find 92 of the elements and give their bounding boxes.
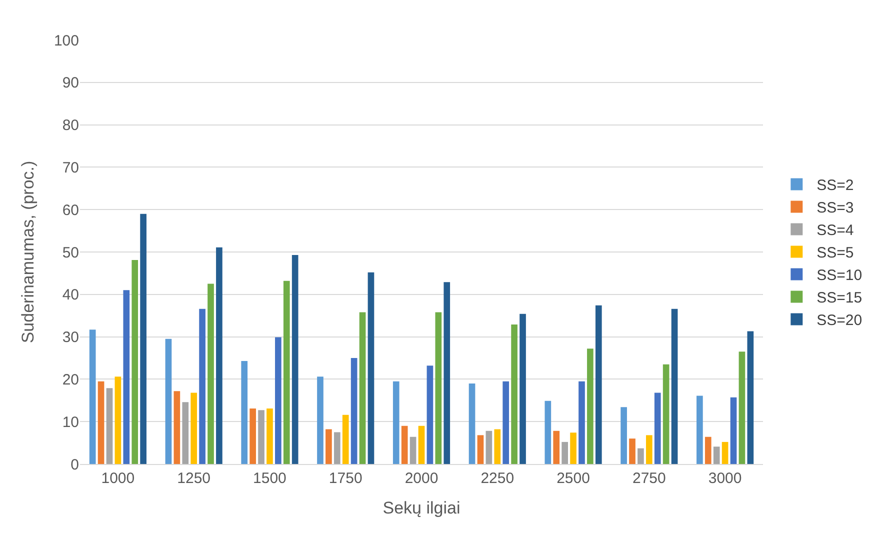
bar	[266, 408, 273, 464]
y-tick-label: 0	[70, 456, 79, 474]
bar	[368, 272, 374, 464]
bar	[418, 426, 425, 464]
bar	[477, 435, 484, 464]
y-tick-label: 100	[54, 32, 79, 50]
bar	[114, 376, 122, 464]
x-tick-label: 1250	[177, 470, 211, 487]
bar	[350, 358, 358, 464]
bar	[502, 381, 510, 464]
x-tick-label: 2000	[404, 470, 438, 487]
bar	[587, 348, 594, 464]
bar	[359, 312, 366, 464]
bar	[392, 381, 400, 464]
bar	[486, 430, 492, 464]
legend-label: SS=4	[816, 222, 854, 240]
x-tick-label: 2500	[556, 470, 590, 487]
bar	[174, 391, 180, 464]
bar	[426, 366, 434, 464]
x-tick-label: 2250	[480, 470, 514, 487]
bar	[662, 364, 670, 464]
y-tick-label: 20	[62, 371, 79, 388]
bar	[98, 381, 104, 464]
bar	[444, 282, 450, 464]
x-tick-label: 1750	[328, 470, 362, 487]
bar	[646, 435, 652, 464]
y-tick-label: 50	[62, 244, 79, 262]
bar	[190, 392, 197, 464]
bar	[671, 308, 678, 464]
bar	[570, 432, 576, 464]
bar	[140, 214, 146, 464]
legend-label: SS=20	[816, 312, 862, 330]
bar	[165, 338, 172, 464]
bar	[275, 337, 282, 464]
bar	[334, 432, 340, 464]
bar	[578, 381, 585, 464]
bar	[317, 376, 324, 464]
bar	[704, 436, 712, 464]
x-tick-label: 1000	[101, 470, 135, 487]
bar	[216, 247, 222, 464]
bar	[696, 396, 703, 464]
bar	[747, 331, 754, 464]
y-tick-label: 10	[62, 414, 79, 431]
legend-label: SS=3	[816, 200, 854, 217]
legend-label: SS=15	[816, 290, 862, 307]
bar	[250, 408, 256, 464]
bar	[258, 410, 264, 464]
y-tick-label: 70	[62, 159, 79, 176]
bar	[123, 290, 130, 464]
bar	[553, 430, 560, 464]
bar	[730, 397, 737, 464]
bar	[713, 446, 720, 464]
bar	[654, 392, 661, 464]
x-tick-label: 3000	[708, 470, 742, 487]
bar	[89, 330, 96, 464]
bar	[595, 305, 602, 464]
legend-label: SS=5	[816, 244, 854, 262]
y-tick-label: 60	[62, 202, 79, 219]
bar	[182, 402, 189, 464]
bar	[722, 442, 728, 464]
legend-label: SS=2	[816, 177, 854, 194]
bar	[326, 429, 332, 464]
bar	[620, 407, 627, 464]
bar	[544, 400, 552, 464]
x-axis-title: Sekų ilgiai	[382, 498, 460, 518]
x-tick-label: 1500	[253, 470, 286, 487]
bar	[494, 429, 501, 464]
bar	[562, 442, 568, 464]
bar	[468, 383, 476, 464]
legend-label: SS=10	[816, 267, 862, 284]
x-tick-label: 2750	[632, 470, 666, 487]
bar	[208, 284, 214, 464]
bar	[410, 436, 416, 464]
bar	[401, 426, 408, 464]
bar	[106, 388, 113, 464]
bar	[738, 352, 746, 464]
bar	[292, 254, 298, 464]
bar	[342, 414, 349, 464]
bar	[638, 448, 644, 464]
bar	[629, 438, 636, 464]
bar	[132, 260, 138, 464]
y-tick-label: 80	[62, 117, 79, 134]
y-axis-title: Suderinamumas, (proc.)	[18, 160, 38, 344]
bar	[283, 280, 290, 464]
bar	[435, 312, 442, 464]
bar	[199, 308, 206, 464]
y-tick-label: 40	[62, 286, 79, 304]
y-tick-label: 90	[62, 74, 79, 92]
bar	[241, 360, 248, 464]
bar	[520, 314, 526, 464]
y-tick-label: 30	[62, 329, 79, 346]
bar	[511, 324, 518, 464]
